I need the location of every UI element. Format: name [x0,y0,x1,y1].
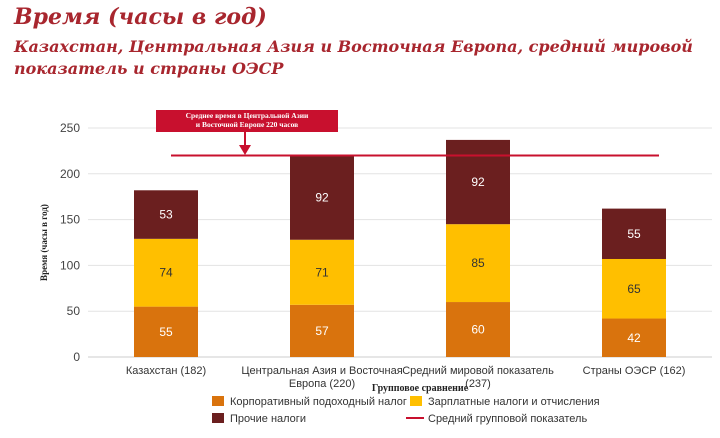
y-tick-label: 50 [67,304,81,318]
x-tick-label: Средний мировой показатель [402,365,554,377]
x-axis-label: Групповое сравнение [372,383,469,394]
annotation-text: Среднее время в Центральной Азии [186,111,309,120]
x-tick-label: Страны ОЭСР (162) [583,365,686,377]
annotation-text: и Восточной Европе 220 часов [196,120,298,129]
bar-segment [134,238,198,307]
x-tick-label: Европа (220) [289,378,355,390]
data-label: 60 [471,323,485,337]
bar-segment [602,208,666,259]
data-label: 85 [471,256,485,270]
legend-swatch [212,413,224,423]
data-label: 55 [159,325,173,339]
data-label: 92 [471,175,485,189]
y-tick-label: 200 [60,167,80,181]
data-label: 74 [159,266,173,280]
data-label: 71 [315,265,329,279]
annotation-arrowhead [239,145,251,155]
x-tick-label: Центральная Азия и Восточная [241,365,402,377]
y-axis-label: Время (часы в год) [39,204,49,281]
page-title: Время (часы в год) [14,4,267,30]
y-tick-label: 100 [60,258,80,272]
data-label: 53 [159,208,173,222]
bar-segment [602,318,666,357]
y-tick-label: 150 [60,213,80,227]
bar-segment [134,190,198,239]
bar-segment [446,139,510,225]
bar-segment [446,302,510,357]
annotation-box [156,110,338,132]
y-tick-label: 0 [73,350,80,364]
legend-swatch [212,396,224,406]
bar-segment [290,304,354,357]
bar-segment [290,239,354,305]
bar-segment [446,224,510,303]
bar-segment [602,258,666,319]
data-label: 57 [315,324,329,338]
y-tick-label: 250 [60,121,80,135]
legend-swatch [410,396,422,406]
legend-label: Корпоративный подоходный налог [230,396,407,408]
legend-label: Зарплатные налоги и отчисления [428,396,600,408]
bar-segment [290,155,354,240]
x-tick-label: (237) [465,378,491,390]
bar-segment [134,306,198,357]
page-subtitle: Казахстан, Центральная Азия и Восточная … [14,37,693,78]
data-label: 92 [315,191,329,205]
x-tick-label: Казахстан (182) [126,365,206,377]
data-label: 42 [627,331,641,345]
legend-label: Прочие налоги [230,413,306,425]
data-label: 55 [627,227,641,241]
legend-label: Средний групповой показатель [428,413,587,425]
data-label: 65 [627,282,641,296]
